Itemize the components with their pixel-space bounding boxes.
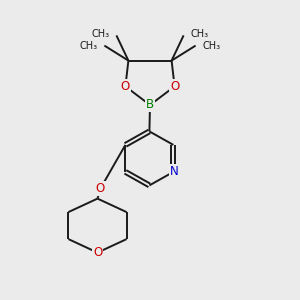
Text: CH₃: CH₃ [80,40,98,51]
Text: O: O [121,80,130,93]
Text: O: O [170,80,179,93]
Text: O: O [96,182,105,195]
Text: N: N [169,165,178,178]
Text: B: B [146,98,154,112]
Text: O: O [93,246,102,259]
Text: CH₃: CH₃ [92,29,110,39]
Text: CH₃: CH₃ [202,40,220,51]
Text: CH₃: CH₃ [190,29,208,39]
